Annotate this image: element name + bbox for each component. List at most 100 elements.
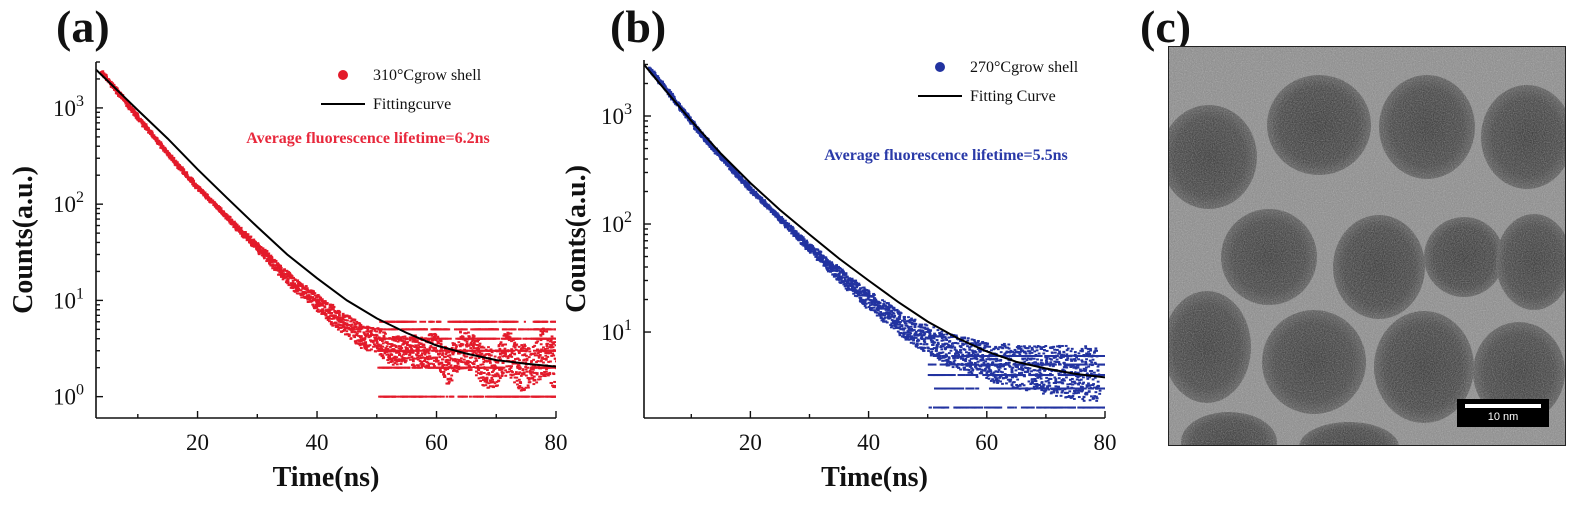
data-point <box>863 290 867 293</box>
data-point <box>908 321 912 324</box>
data-point <box>316 308 320 311</box>
data-point <box>893 319 897 322</box>
data-point <box>832 267 835 270</box>
data-point <box>283 276 287 279</box>
data-point <box>381 345 385 348</box>
data-point <box>434 328 442 331</box>
data-point <box>406 344 409 347</box>
data-point <box>231 222 236 226</box>
data-point <box>920 323 924 326</box>
data-point <box>477 338 481 341</box>
data-point <box>472 347 476 350</box>
data-point <box>445 361 449 364</box>
data-point <box>477 357 481 360</box>
data-point <box>448 356 452 359</box>
data-point <box>436 337 444 340</box>
data-point <box>472 395 479 398</box>
data-point <box>407 356 411 359</box>
data-point <box>802 238 806 241</box>
data-point <box>554 344 556 347</box>
data-point <box>485 353 489 356</box>
data-point <box>362 331 366 334</box>
data-point <box>890 313 893 316</box>
data-point <box>510 374 514 377</box>
data-point <box>449 357 453 360</box>
data-point <box>740 176 743 179</box>
data-point <box>826 267 829 270</box>
data-point <box>536 340 540 343</box>
x-tick-label: 80 <box>545 430 568 455</box>
data-point <box>892 316 896 319</box>
data-point <box>477 353 481 356</box>
data-point <box>506 356 510 359</box>
data-point <box>546 347 549 350</box>
data-point <box>358 336 362 339</box>
data-point <box>503 337 510 340</box>
data-point <box>539 334 543 337</box>
data-point <box>459 330 462 333</box>
data-point <box>919 324 923 327</box>
data-point <box>736 172 740 175</box>
data-point <box>263 257 266 260</box>
data-point <box>130 110 134 113</box>
data-point <box>867 305 871 308</box>
data-point <box>358 322 362 325</box>
data-point <box>517 352 521 355</box>
data-point <box>491 380 495 383</box>
data-point <box>397 339 401 342</box>
data-point <box>870 295 874 298</box>
data-point <box>355 332 359 335</box>
data-point <box>296 279 300 282</box>
data-point <box>662 83 666 86</box>
data-point <box>354 340 358 343</box>
data-point <box>906 337 910 340</box>
data-point <box>313 307 316 310</box>
data-point <box>294 287 298 290</box>
data-point <box>378 395 381 398</box>
data-point <box>931 348 935 351</box>
data-point <box>550 335 554 338</box>
data-point <box>226 217 230 220</box>
data-point <box>687 114 690 117</box>
data-point <box>891 324 894 327</box>
data-point <box>324 312 328 315</box>
data-point <box>251 240 255 243</box>
data-point <box>442 366 445 369</box>
data-point <box>920 334 924 337</box>
data-point <box>429 333 433 336</box>
data-point <box>870 307 874 310</box>
data-point <box>359 346 363 349</box>
data-point <box>928 331 932 334</box>
data-point <box>548 340 552 343</box>
data-point <box>370 332 373 335</box>
data-point <box>825 259 829 262</box>
data-point <box>388 357 392 360</box>
data-point <box>553 357 556 360</box>
plot-area-a <box>96 68 556 398</box>
data-point <box>512 349 516 352</box>
data-point <box>338 314 341 317</box>
data-point <box>266 254 270 257</box>
data-point <box>447 380 451 383</box>
data-point <box>422 363 425 366</box>
data-point <box>105 75 108 78</box>
data-point <box>427 352 431 355</box>
data-point <box>895 322 899 325</box>
data-point <box>880 316 883 319</box>
data-point <box>293 282 297 285</box>
data-point <box>472 341 476 344</box>
data-point <box>394 344 398 347</box>
data-point <box>484 384 488 387</box>
data-point <box>469 342 473 345</box>
data-point <box>420 336 424 339</box>
data-point <box>889 324 893 327</box>
data-point <box>392 348 396 351</box>
data-point <box>259 251 263 254</box>
data-point <box>442 372 446 375</box>
data-point <box>389 360 393 363</box>
data-point <box>465 363 469 366</box>
data-point <box>423 353 427 356</box>
data-point <box>138 118 142 121</box>
data-point <box>754 192 758 195</box>
data-point <box>529 372 533 375</box>
